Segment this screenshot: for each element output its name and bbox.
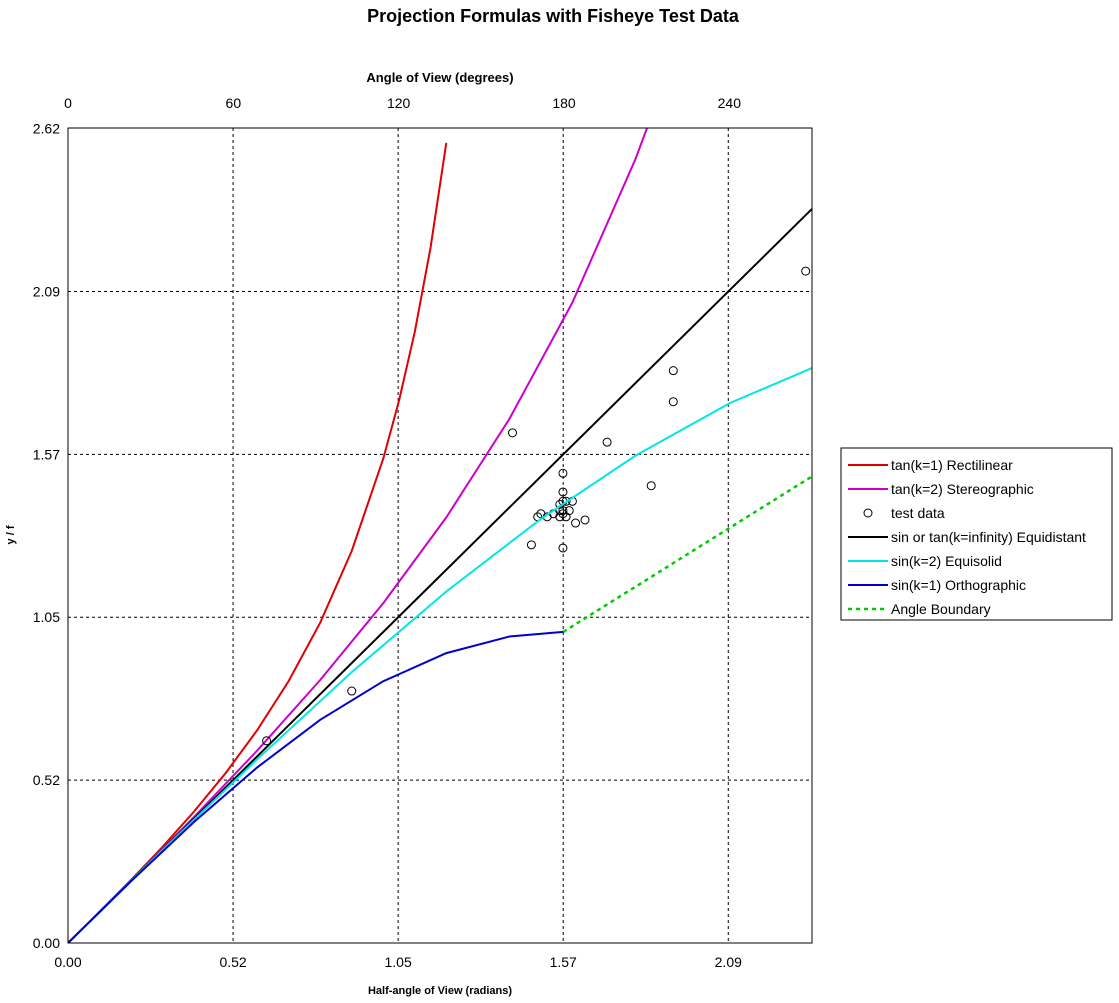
legend-swatch (863, 508, 873, 518)
series-line-6 (68, 630, 564, 943)
y-axis-title: y / f (5, 525, 17, 544)
legend-label: sin or tan(k=infinity) Equidistant (891, 529, 1086, 545)
top-tick-label: 0 (64, 95, 72, 111)
top-axis-title: Angle of View (degrees) (366, 70, 513, 85)
test-data-point (668, 366, 678, 376)
legend-label: sin(k=1) Orthographic (891, 577, 1026, 593)
x-tick-label: 0.00 (54, 954, 81, 970)
y-tick-label: 0.00 (33, 935, 60, 951)
test-data-point (558, 487, 568, 497)
test-data-point (508, 428, 518, 438)
y-tick-label: 1.57 (33, 446, 60, 462)
test-data-point (646, 481, 656, 491)
x-tick-label: 1.05 (385, 954, 412, 970)
top-tick-label: 240 (718, 95, 742, 111)
test-data-point (564, 506, 574, 516)
x-axis-title: Half-angle of View (radians) (368, 985, 512, 997)
test-data-point (668, 397, 678, 407)
y-tick-label: 2.09 (33, 283, 60, 299)
test-data-point (347, 686, 357, 696)
test-data-point (558, 543, 568, 553)
gridlines (68, 128, 812, 943)
legend-label: tan(k=1) Rectilinear (891, 457, 1013, 473)
legend-label: Angle Boundary (891, 601, 991, 617)
series-line-5 (68, 367, 812, 943)
x-tick-label: 0.52 (219, 954, 246, 970)
top-tick-label: 120 (387, 95, 411, 111)
legend-box (840, 447, 1113, 621)
test-data-point (571, 518, 581, 528)
top-tick-label: 180 (552, 95, 576, 111)
chart-title: Projection Formulas with Fisheye Test Da… (367, 6, 740, 26)
legend: tan(k=1) Rectilinear tan(k=2) Stereograph… (840, 447, 1113, 621)
y-tick-label: 2.62 (33, 121, 60, 137)
x-tick-label: 1.57 (550, 954, 577, 970)
test-data-point (561, 496, 571, 506)
x-tick-label: 2.09 (715, 954, 742, 970)
test-data-point (526, 540, 536, 550)
test-data-point (262, 736, 272, 746)
plot-series (68, 128, 812, 943)
series-line-1 (68, 142, 448, 943)
plot-frame (67, 127, 813, 944)
test-data-point (558, 468, 568, 478)
legend-label: tan(k=2) Stereographic (891, 481, 1034, 497)
test-data-point (801, 266, 811, 276)
tick-labels: 0.00 0.52 1.05 1.57 2.09 0.00 0.52 1.05 1.57 2.09… (33, 95, 742, 970)
series-line-7 (562, 475, 812, 633)
test-data-point (602, 437, 612, 447)
y-tick-label: 0.52 (33, 772, 60, 788)
legend-label: test data (891, 505, 945, 521)
y-tick-label: 1.05 (33, 609, 60, 625)
legend-label: sin(k=2) Equisolid (891, 553, 1002, 569)
test-data-point (580, 515, 590, 525)
top-tick-label: 60 (226, 95, 242, 111)
